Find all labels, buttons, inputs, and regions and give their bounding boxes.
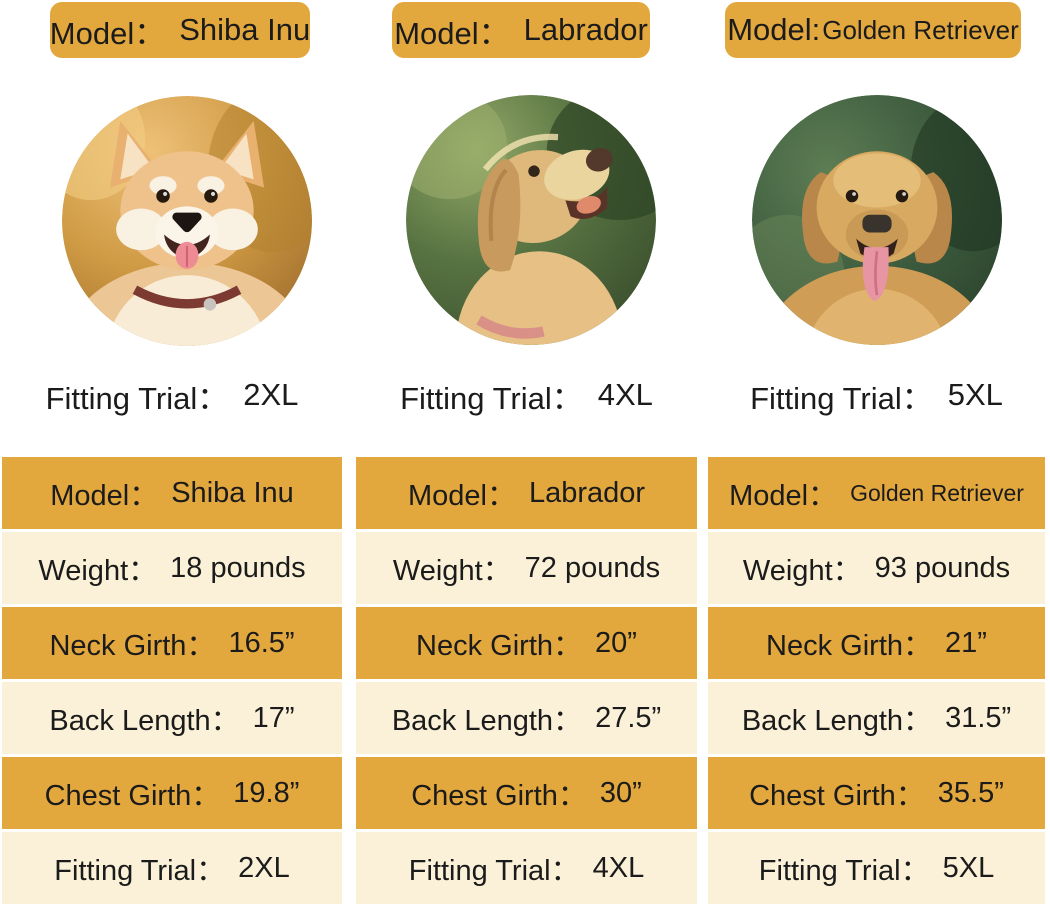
row-value: Labrador bbox=[528, 476, 646, 509]
fitting-trial-value: 4XL bbox=[597, 377, 653, 412]
table-row-chest-girth: Chest Girth： 19.8” bbox=[2, 757, 342, 829]
size-table-labrador: Model： Labrador Weight： 72 pounds Neck G… bbox=[356, 457, 697, 906]
row-label: Weight： bbox=[38, 555, 158, 587]
row-value: 20” bbox=[595, 626, 637, 659]
table-row-fitting-trial: Fitting Trial： 4XL bbox=[356, 832, 697, 904]
fitting-trial-text-golden-retriever: Fitting Trial： 5XL bbox=[708, 374, 1045, 416]
row-value: 4XL bbox=[592, 851, 645, 884]
table-row-neck-girth: Neck Girth： 21” bbox=[708, 607, 1045, 679]
table-row-chest-girth: Chest Girth： 30” bbox=[356, 757, 697, 829]
row-label: Fitting Trial： bbox=[408, 855, 580, 887]
row-value: 31.5” bbox=[945, 701, 1012, 734]
table-row-back-length: Back Length： 27.5” bbox=[356, 682, 697, 754]
row-value: Shiba Inu bbox=[171, 476, 294, 509]
row-label: Chest Girth： bbox=[749, 780, 925, 812]
model-banner-golden-retriever: Model: Golden Retriever bbox=[725, 2, 1021, 58]
labrador-illustration bbox=[406, 95, 656, 345]
row-label: Neck Girth： bbox=[416, 630, 583, 662]
model-banner-label: Model: bbox=[727, 12, 821, 47]
fitting-trial-text-shiba-inu: Fitting Trial： 2XL bbox=[2, 374, 342, 416]
model-banner-value: Golden Retriever bbox=[822, 14, 1019, 45]
row-label: Fitting Trial： bbox=[54, 855, 226, 887]
table-row-weight: Weight： 93 pounds bbox=[708, 532, 1045, 604]
row-label: Model： bbox=[50, 480, 159, 512]
fitting-trial-label: Fitting Trial： bbox=[45, 380, 229, 416]
row-label: Back Length： bbox=[49, 705, 240, 737]
size-table-golden-retriever: Model： Golden Retriever Weight： 93 pound… bbox=[708, 457, 1045, 906]
row-label: Back Length： bbox=[741, 705, 933, 737]
table-row-model: Model： Golden Retriever bbox=[708, 457, 1045, 529]
row-label: Neck Girth： bbox=[49, 630, 216, 662]
row-label: Chest Girth： bbox=[411, 780, 587, 812]
row-label: Model： bbox=[407, 480, 516, 512]
row-value: 35.5” bbox=[937, 776, 1004, 809]
table-row-fitting-trial: Fitting Trial： 5XL bbox=[708, 832, 1045, 904]
row-label: Neck Girth： bbox=[766, 630, 933, 662]
model-banner-value: Labrador bbox=[523, 12, 648, 47]
table-row-neck-girth: Neck Girth： 20” bbox=[356, 607, 697, 679]
model-banner-labrador: Model： Labrador bbox=[392, 2, 650, 58]
table-row-chest-girth: Chest Girth： 35.5” bbox=[708, 757, 1045, 829]
table-row-model: Model： Shiba Inu bbox=[2, 457, 342, 529]
table-row-model: Model： Labrador bbox=[356, 457, 697, 529]
table-row-weight: Weight： 72 pounds bbox=[356, 532, 697, 604]
row-value: 72 pounds bbox=[524, 551, 661, 584]
fitting-trial-value: 2XL bbox=[243, 377, 299, 412]
size-table-shiba-inu: Model： Shiba Inu Weight： 18 pounds Neck … bbox=[2, 457, 342, 906]
row-label: Model： bbox=[729, 480, 838, 512]
row-value: 30” bbox=[599, 776, 642, 809]
row-value: 21” bbox=[945, 626, 987, 659]
table-row-weight: Weight： 18 pounds bbox=[2, 532, 342, 604]
fitting-trial-text-labrador: Fitting Trial： 4XL bbox=[356, 374, 697, 416]
row-value: 16.5” bbox=[228, 626, 295, 659]
golden-retriever-photo bbox=[752, 95, 1002, 345]
table-row-back-length: Back Length： 31.5” bbox=[708, 682, 1045, 754]
shiba-inu-illustration bbox=[62, 96, 312, 346]
fitting-trial-label: Fitting Trial： bbox=[400, 380, 583, 416]
model-banner-shiba-inu: Model： Shiba Inu bbox=[50, 2, 310, 58]
row-label: Weight： bbox=[392, 555, 512, 587]
row-value: 19.8” bbox=[233, 776, 300, 809]
fitting-trial-label: Fitting Trial： bbox=[750, 380, 933, 416]
shiba-inu-photo bbox=[62, 96, 312, 346]
row-label: Chest Girth： bbox=[44, 780, 221, 812]
row-value: 2XL bbox=[238, 851, 290, 884]
row-value: 17” bbox=[252, 701, 295, 734]
row-value: 18 pounds bbox=[170, 551, 306, 584]
row-label: Weight： bbox=[742, 555, 862, 587]
table-row-neck-girth: Neck Girth： 16.5” bbox=[2, 607, 342, 679]
model-banner-label: Model： bbox=[49, 15, 166, 51]
row-value: Golden Retriever bbox=[850, 479, 1024, 506]
table-row-fitting-trial: Fitting Trial： 2XL bbox=[2, 832, 342, 904]
fitting-trial-value: 5XL bbox=[947, 377, 1003, 412]
row-label: Fitting Trial： bbox=[758, 855, 930, 887]
model-banner-label: Model： bbox=[394, 15, 510, 51]
golden-retriever-illustration bbox=[752, 95, 1002, 345]
model-banner-value: Shiba Inu bbox=[179, 12, 311, 47]
row-value: 5XL bbox=[942, 851, 995, 884]
row-value: 93 pounds bbox=[874, 551, 1011, 584]
row-value: 27.5” bbox=[595, 701, 662, 734]
table-row-back-length: Back Length： 17” bbox=[2, 682, 342, 754]
row-label: Back Length： bbox=[391, 705, 583, 737]
labrador-photo bbox=[406, 95, 656, 345]
